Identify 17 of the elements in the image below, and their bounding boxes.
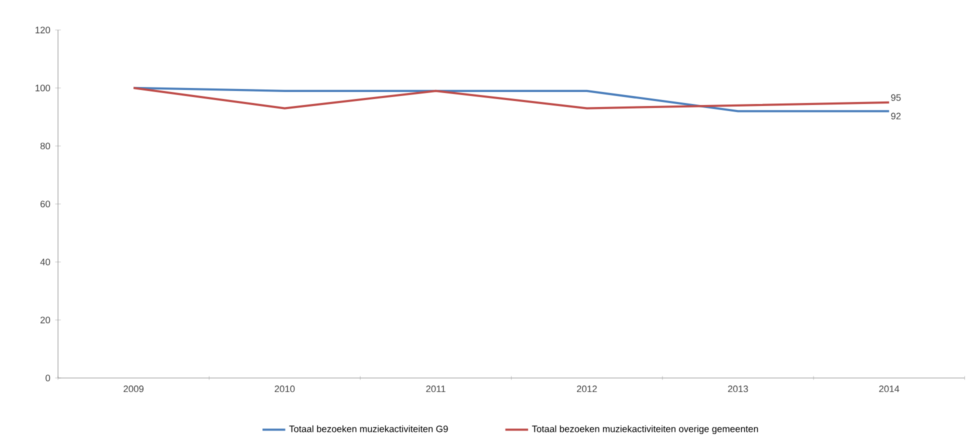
data-label: 95	[891, 94, 901, 101]
x-tick-label: 2014	[879, 386, 900, 392]
x-tick-label: 2012	[576, 386, 597, 392]
y-tick-label: 60	[40, 200, 50, 208]
legend-label: Totaal bezoeken muziekactiviteiten overige gemeenten	[532, 425, 758, 434]
y-tick-label: 0	[46, 374, 50, 382]
data-label: 92	[891, 112, 901, 120]
y-tick-label: 80	[40, 142, 50, 150]
legend-label: Totaal bezoeken muziekactiviteiten G9	[289, 425, 448, 432]
y-tick-label: 100	[36, 84, 50, 92]
x-tick-label: 2009	[124, 386, 144, 392]
x-tick-label: 2013	[728, 386, 748, 392]
y-tick-label: 20	[40, 316, 50, 324]
y-tick-label: 40	[40, 258, 50, 266]
x-tick-label: 2011	[426, 386, 446, 392]
x-tick-label: 2010	[274, 386, 295, 392]
y-tick-label: 120	[36, 26, 50, 34]
